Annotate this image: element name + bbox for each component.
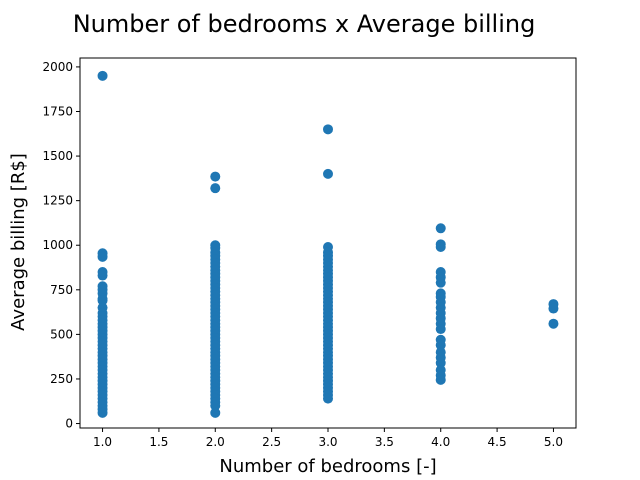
data-point <box>97 295 108 306</box>
data-point <box>97 70 108 81</box>
y-tick-label: 2000 <box>42 60 73 74</box>
data-point <box>323 168 333 179</box>
y-tick-label: 500 <box>50 327 73 341</box>
data-point <box>435 277 446 288</box>
data-point <box>210 407 221 418</box>
plot-frame <box>79 57 577 429</box>
y-tick-label: 0 <box>65 417 73 431</box>
x-tick-label: 4.5 <box>488 435 507 449</box>
data-point <box>548 303 559 314</box>
x-tick-label: 1.0 <box>93 435 112 449</box>
y-tick-label: 1000 <box>42 238 73 252</box>
x-tick-label: 3.5 <box>375 435 394 449</box>
data-point <box>548 318 559 329</box>
data-point <box>97 270 108 281</box>
data-point <box>97 251 108 262</box>
y-tick-label: 1500 <box>42 149 73 163</box>
x-tick-label: 2.5 <box>262 435 281 449</box>
data-point <box>435 242 446 253</box>
chart-title: Number of bedrooms x Average billing <box>73 10 536 38</box>
data-point <box>435 374 446 385</box>
x-tick-label: 3.0 <box>318 435 337 449</box>
y-tick-label: 750 <box>50 283 73 297</box>
x-axis: 1.0 1.5 2.0 2.5 3.0 3.5 4.0 4.5 5.0 <box>93 428 563 449</box>
x-tick-label: 2.0 <box>206 435 225 449</box>
y-tick-label: 1250 <box>42 194 73 208</box>
data-point <box>435 324 446 335</box>
data-point <box>323 124 333 135</box>
data-point <box>435 340 446 351</box>
data-point <box>97 407 108 418</box>
x-tick-label: 1.5 <box>149 435 168 449</box>
data-point <box>435 223 446 234</box>
data-points <box>97 70 559 418</box>
x-tick-label: 4.0 <box>431 435 450 449</box>
data-point <box>210 183 221 194</box>
data-point <box>323 393 333 404</box>
y-tick-label: 250 <box>50 372 73 386</box>
x-tick-label: 5.0 <box>544 435 563 449</box>
y-tick-label: 1750 <box>42 104 73 118</box>
y-axis-label: Average billing [R$] <box>8 153 29 331</box>
data-point <box>435 357 446 368</box>
x-axis-label: Number of bedrooms [-] <box>219 456 436 477</box>
y-axis: 0 250 500 750 1000 1250 1500 1750 2000 <box>42 60 80 431</box>
data-point <box>210 171 221 182</box>
data-point <box>210 400 221 411</box>
